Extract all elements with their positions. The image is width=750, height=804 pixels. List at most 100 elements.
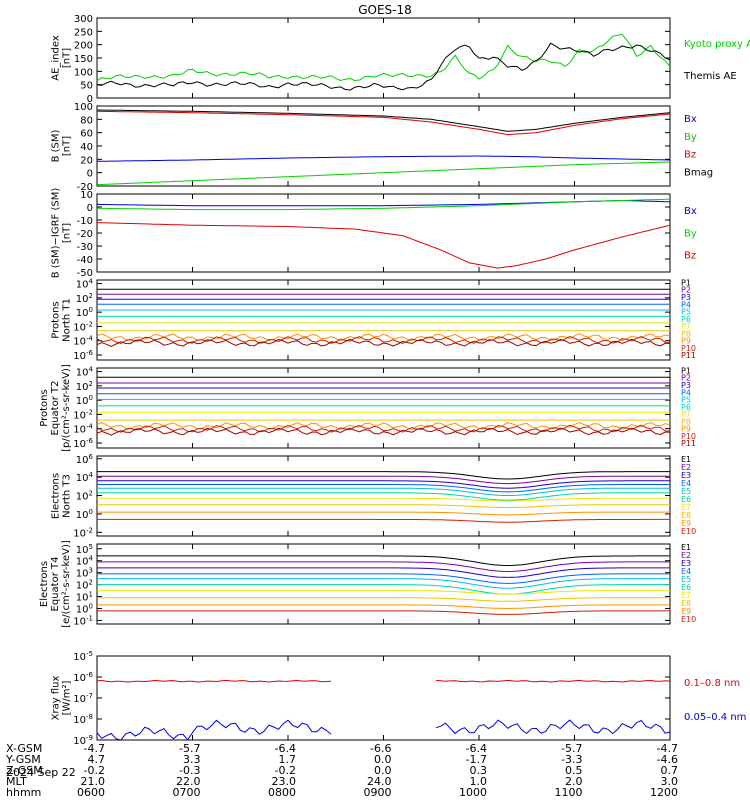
- y-tick-label: 200: [74, 41, 93, 52]
- series-line-P10: [97, 337, 670, 344]
- legend-label-Bx: Bx: [684, 114, 697, 125]
- y-tick-label: 104: [76, 366, 94, 379]
- y-axis-label: Xray flux: [51, 676, 62, 721]
- series-line-E10: [97, 519, 670, 522]
- panel-frame: [97, 368, 670, 448]
- series-line-E9: [97, 605, 670, 609]
- y-tick-label: -10: [77, 216, 93, 227]
- y-axis-label: Protons: [39, 389, 50, 426]
- panel-frame: [97, 656, 670, 740]
- axis-row-value: 1100: [555, 786, 583, 799]
- y-tick-label: 150: [74, 54, 93, 65]
- y-axis-label: [nT]: [62, 223, 73, 243]
- y-tick-label: 10-2: [73, 408, 93, 421]
- series-line-E3: [97, 568, 670, 578]
- y-tick-label: 10-4: [73, 423, 93, 436]
- y-axis-label: B (SM): [51, 129, 62, 162]
- series-line-E1: [97, 472, 670, 479]
- y-axis-label: [e/(cm²-s-sr-keV)]: [61, 540, 72, 628]
- y-tick-label: 10-6: [73, 437, 93, 450]
- y-tick-label: 80: [80, 115, 93, 126]
- y-axis-label: Electrons: [51, 473, 62, 519]
- series-line-0.05–0.4 nm: [97, 720, 331, 740]
- series-line-E6: [97, 585, 670, 595]
- y-tick-label: 20: [80, 155, 93, 166]
- y-axis-label: [W/m²]: [62, 680, 73, 715]
- y-axis-label: Equator T4: [50, 557, 61, 612]
- panel-frame: [97, 456, 670, 536]
- y-tick-label: 10-2: [73, 526, 93, 539]
- y-tick-label: 10: [80, 190, 93, 201]
- y-tick-label: 102: [76, 380, 93, 393]
- y-axis-label: [nT]: [62, 48, 73, 68]
- y-tick-label: 50: [80, 81, 93, 92]
- y-tick-label: 10-1: [73, 614, 93, 627]
- axis-row-value: 0700: [173, 786, 201, 799]
- y-tick-label: 300: [74, 14, 93, 25]
- axis-row-value: 0900: [364, 786, 392, 799]
- legend-label-E10: E10: [681, 615, 696, 624]
- series-line-E10: [97, 611, 670, 615]
- y-tick-label: 106: [76, 453, 94, 466]
- y-axis-label: North T1: [62, 298, 73, 342]
- panel-frame: [97, 106, 670, 186]
- y-tick-label: 10-8: [73, 713, 93, 726]
- y-tick-label: 10-2: [73, 320, 93, 333]
- legend-label-Themis AE: Themis AE: [683, 71, 737, 82]
- legend-label-E10: E10: [681, 527, 696, 536]
- series-line-Kyoto proxy AE: [97, 35, 670, 81]
- y-axis-label: Protons: [51, 301, 62, 338]
- y-tick-label: -20: [77, 229, 93, 240]
- y-tick-label: 104: [76, 278, 94, 291]
- y-tick-label: 0: [87, 169, 93, 180]
- y-tick-label: 10-6: [73, 349, 93, 362]
- y-tick-label: 100: [76, 508, 93, 521]
- series-line-0.05–0.4 nm: [436, 720, 670, 734]
- y-tick-label: 102: [76, 292, 93, 305]
- legend-label-Bmag: Bmag: [684, 167, 713, 178]
- y-tick-label: 250: [74, 27, 93, 38]
- series-line-E8: [97, 598, 670, 602]
- panel-frame: [97, 280, 670, 360]
- axis-row-value: 1000: [459, 786, 487, 799]
- y-tick-label: -30: [77, 242, 93, 253]
- y-axis-label: AE_index: [51, 35, 62, 81]
- y-axis-label: B (SM)−IGRF (SM): [51, 188, 62, 279]
- series-line-Bz: [97, 111, 670, 134]
- axis-row-value: 1200: [650, 786, 678, 799]
- legend-label-0.05–0.4 nm: 0.05–0.4 nm: [684, 712, 746, 723]
- axis-row-value: 0600: [77, 786, 105, 799]
- axis-row-value: 0800: [268, 786, 296, 799]
- series-line-0.1–0.8 nm: [97, 680, 331, 682]
- series-line-E7: [97, 591, 670, 595]
- y-axis-label: North T3: [62, 474, 73, 518]
- y-axis-label: [nT]: [62, 136, 73, 156]
- legend-label-Bz: Bz: [684, 150, 696, 161]
- axis-row-label: hhmm: [6, 786, 41, 799]
- y-tick-label: 10-5: [73, 650, 93, 663]
- y-tick-label: 10-4: [73, 335, 93, 348]
- y-tick-label: -40: [77, 255, 93, 266]
- panel-frame: [97, 18, 670, 98]
- y-tick-label: 102: [76, 490, 93, 503]
- series-line-E5: [97, 488, 670, 495]
- y-axis-label: [p/(cm²-s-sr-keV)]: [61, 364, 72, 452]
- series-line-E2: [97, 562, 670, 572]
- y-tick-label: 40: [80, 142, 93, 153]
- y-tick-label: 100: [76, 394, 93, 407]
- legend-label-By: By: [684, 228, 697, 239]
- legend-label-By: By: [684, 132, 697, 143]
- legend-label-P11: P11: [681, 351, 696, 360]
- y-axis-label: Electrons: [39, 561, 50, 607]
- y-tick-label: 60: [80, 129, 93, 140]
- series-line-E2: [97, 476, 670, 483]
- series-line-Bx: [97, 156, 670, 161]
- y-tick-label: 10-6: [73, 671, 93, 684]
